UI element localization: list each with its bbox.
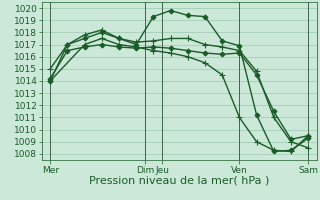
X-axis label: Pression niveau de la mer( hPa ): Pression niveau de la mer( hPa )	[89, 176, 269, 186]
